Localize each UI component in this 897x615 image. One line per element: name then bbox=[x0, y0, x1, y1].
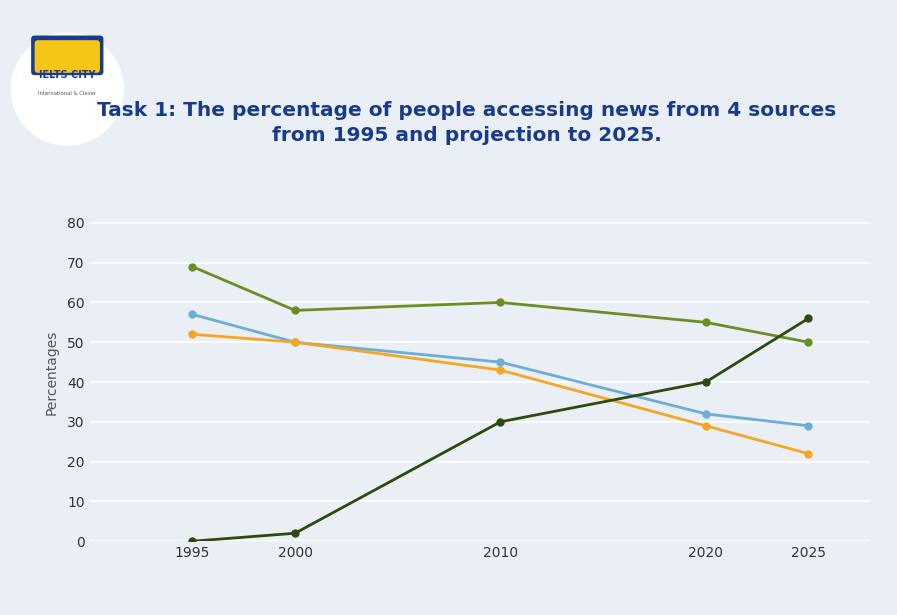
Newspaper bbox=[701, 410, 711, 418]
Text: International & Clever: International & Clever bbox=[39, 92, 96, 97]
Internet bbox=[187, 538, 197, 545]
TV bbox=[701, 319, 711, 326]
Newspaper bbox=[187, 311, 197, 318]
Internet bbox=[495, 418, 506, 426]
TV bbox=[290, 307, 300, 314]
Radio bbox=[803, 450, 814, 458]
Radio bbox=[701, 422, 711, 429]
Internet bbox=[701, 378, 711, 386]
Newspaper bbox=[290, 338, 300, 346]
Line: Newspaper: Newspaper bbox=[189, 311, 812, 429]
Newspaper bbox=[495, 359, 506, 366]
Internet bbox=[803, 315, 814, 322]
Legend: TV, Newspaper, Radio, Internet: TV, Newspaper, Radio, Internet bbox=[275, 609, 684, 615]
Internet bbox=[290, 530, 300, 537]
TV bbox=[495, 299, 506, 306]
Newspaper bbox=[803, 422, 814, 429]
TV bbox=[187, 263, 197, 271]
Line: TV: TV bbox=[189, 263, 812, 346]
FancyBboxPatch shape bbox=[31, 36, 103, 75]
Y-axis label: Percentages: Percentages bbox=[45, 330, 59, 415]
Radio bbox=[187, 331, 197, 338]
TV bbox=[803, 338, 814, 346]
Text: IELTS CITY: IELTS CITY bbox=[39, 70, 95, 80]
Radio bbox=[290, 338, 300, 346]
Radio bbox=[495, 367, 506, 374]
FancyBboxPatch shape bbox=[35, 40, 100, 73]
Line: Internet: Internet bbox=[189, 315, 812, 545]
Text: Task 1: The percentage of people accessing news from 4 sources
from 1995 and pro: Task 1: The percentage of people accessi… bbox=[97, 101, 836, 145]
Line: Radio: Radio bbox=[189, 331, 812, 457]
Circle shape bbox=[12, 33, 123, 145]
